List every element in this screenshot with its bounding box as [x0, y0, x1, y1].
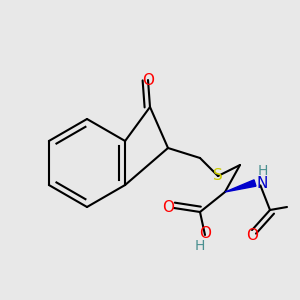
- Polygon shape: [225, 180, 256, 192]
- Text: N: N: [257, 176, 268, 190]
- Text: O: O: [246, 229, 258, 244]
- Text: O: O: [163, 200, 175, 215]
- Text: S: S: [213, 169, 223, 184]
- Text: H: H: [194, 239, 205, 254]
- Text: O: O: [199, 226, 211, 241]
- Text: O: O: [142, 73, 154, 88]
- Text: H: H: [257, 164, 268, 178]
